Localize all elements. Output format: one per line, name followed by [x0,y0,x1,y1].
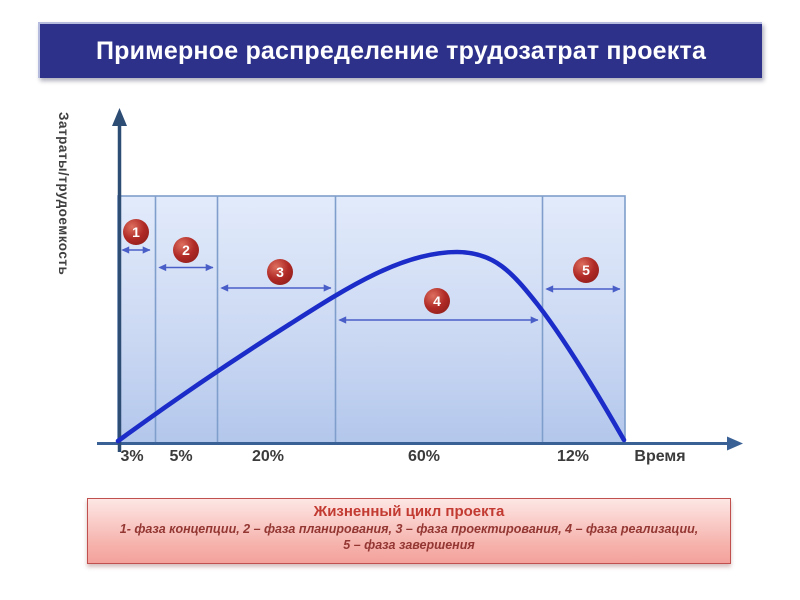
effort-curve [115,249,627,444]
phase-marker-number: 2 [182,242,190,258]
percent-label-5: 12% [556,448,590,465]
phase-dividers [154,196,544,443]
slide-title: Примерное распределение трудозатрат прое… [95,36,707,65]
legend-title: Жизненный цикл проекта [313,503,505,520]
legend-line-2: 5 – фаза завершения [343,538,475,552]
x-axis [97,436,743,451]
phase-marker-1: 1 [123,219,149,245]
y-axis-label: Затраты/трудоемкость [56,112,71,276]
percent-label-1: 3% [120,448,144,465]
x-axis-label: Время [634,448,686,465]
percent-label-3: 20% [251,448,285,465]
phase-marker-number: 3 [276,264,284,280]
phase-marker-2: 2 [173,237,199,263]
phase-marker-3: 3 [267,259,293,285]
title-banner: Примерное распределение трудозатрат прое… [38,22,762,78]
legend-box: Жизненный цикл проекта 1- фаза концепции… [87,498,731,564]
legend-line-1: 1- фаза концепции, 2 – фаза планирования… [119,522,699,536]
phase-marker-number: 4 [433,293,441,309]
phase-marker-5: 5 [573,257,599,283]
phase-markers: 1 2 3 4 5 [123,219,599,314]
y-axis [112,108,127,452]
phase-marker-number: 5 [582,262,590,278]
percent-label-4: 60% [407,448,441,465]
phase-marker-4: 4 [424,288,450,314]
phase-marker-number: 1 [132,224,140,240]
percent-label-2: 5% [169,448,193,465]
